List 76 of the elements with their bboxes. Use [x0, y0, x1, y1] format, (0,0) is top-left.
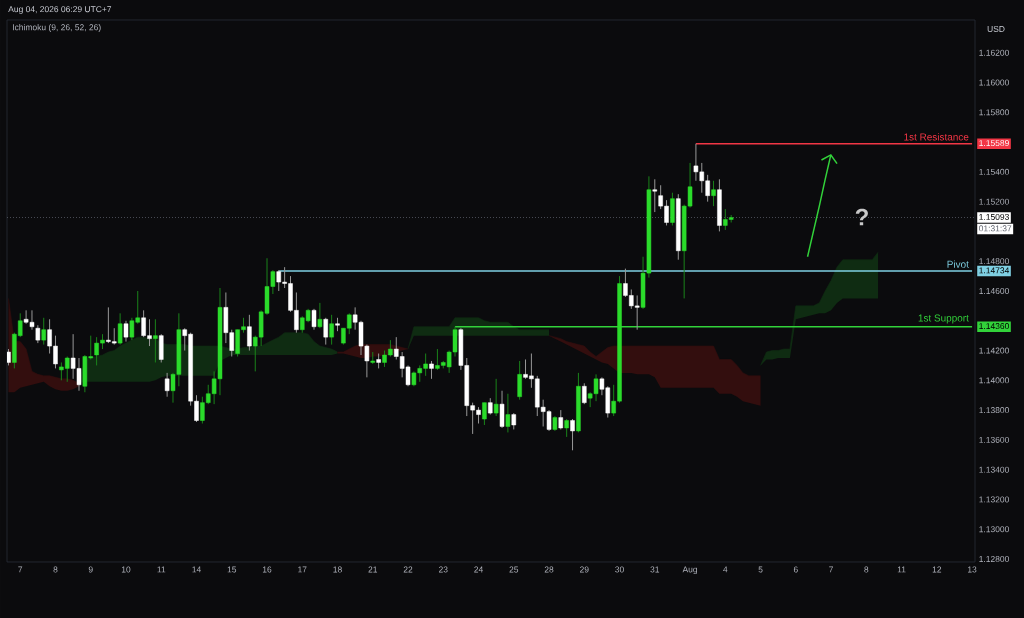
- candlestick: [153, 318, 158, 363]
- x-tick-label: 24: [474, 566, 483, 573]
- x-tick-label: 22: [403, 566, 413, 573]
- series-label: 1st Support: [918, 314, 969, 324]
- y-tick-label: 1.14734: [979, 267, 1010, 274]
- candlestick: [582, 382, 587, 405]
- candlestick: [164, 372, 170, 398]
- text: Aug 04, 2026 06:29 UTC+7: [8, 6, 112, 14]
- candlestick: [505, 393, 511, 433]
- candlestick: [311, 308, 317, 331]
- x-tick-label: 5: [758, 566, 763, 573]
- annotation: Ichimoku (9, 26, 52, 26): [12, 24, 101, 32]
- x-tick-label: 12: [932, 566, 942, 573]
- x-tick-label: 9: [88, 566, 93, 573]
- candlestick: [570, 418, 575, 451]
- candlestick: [670, 192, 675, 226]
- x-tick-label: 6: [793, 566, 798, 573]
- x-tick-label: Aug: [682, 566, 698, 575]
- y-tick-label: 1.13400: [979, 466, 1009, 473]
- y-tick-label: 1.14360: [979, 323, 1009, 330]
- x-tick-label: 28: [544, 566, 554, 573]
- annotation: ?: [855, 208, 868, 226]
- candlestick: [41, 317, 46, 346]
- legend-label: Pivot: [947, 260, 969, 268]
- x-tick-label: 16: [262, 566, 272, 573]
- y-axis-title: USD: [987, 26, 1005, 32]
- candlestick: [652, 178, 658, 213]
- x-tick-label: 31: [650, 566, 660, 573]
- candlestick: [711, 180, 716, 207]
- x-tick-label: 7: [18, 566, 23, 573]
- ref-line-label: 01:31:37: [979, 225, 1012, 232]
- x-tick-label: 15: [227, 566, 237, 573]
- x-tick-label: 21: [368, 566, 378, 573]
- x-tick-label: 11: [157, 566, 166, 573]
- candlestick: [123, 320, 129, 343]
- x-tick-label: 4: [723, 566, 728, 573]
- x-tick-label: 10: [121, 566, 131, 573]
- y-tick-label: 1.13800: [979, 407, 1009, 414]
- x-tick-label: 14: [192, 566, 201, 573]
- candlestick: [323, 317, 329, 346]
- x-tick-label: 17: [298, 566, 307, 573]
- legend-label: 1st Resistance: [904, 133, 969, 141]
- candlestick: [247, 314, 252, 352]
- y-tick-label: 1.16200: [979, 49, 1009, 56]
- y-tick-label: 1.12800: [979, 556, 1009, 562]
- y-tick-label: 1.16000: [979, 79, 1009, 86]
- candlestick: [499, 390, 505, 429]
- x-tick-label: 8: [53, 566, 58, 573]
- y-tick-label: 1.15200: [979, 198, 1009, 205]
- candlestick: [517, 360, 522, 401]
- y-tick-label: 1.14800: [979, 258, 1009, 265]
- candlestick: [329, 314, 334, 346]
- candlestick: [493, 378, 499, 417]
- x-tick-label: 13: [968, 566, 977, 573]
- y-tick-label: 1.14000: [979, 377, 1009, 384]
- x-tick-label: 29: [580, 566, 589, 573]
- y-tick-label: 1.14200: [979, 347, 1009, 354]
- y-tick-label: 1.15800: [979, 109, 1009, 116]
- y-tick-label: 1.13600: [979, 436, 1009, 443]
- x-tick-label: 11: [897, 566, 906, 573]
- candlestick: [117, 312, 123, 346]
- x-tick-label: 7: [829, 566, 833, 573]
- candlestick: [317, 302, 323, 329]
- y-tick-label: 1.13200: [979, 496, 1009, 503]
- y-tick-label: 1.15093: [979, 213, 1009, 220]
- y-tick-label: 1.14600: [979, 287, 1009, 294]
- y-tick-label: 1.13000: [979, 526, 1009, 533]
- y-tick-label: 1.15589: [979, 140, 1009, 147]
- x-tick-label: 8: [864, 566, 869, 573]
- candlestick: [158, 333, 164, 363]
- candlestick: [482, 402, 487, 426]
- x-tick-label: 18: [333, 566, 342, 573]
- x-tick-label: 23: [438, 566, 448, 573]
- x-tick-label: 25: [509, 566, 519, 573]
- y-tick-label: 1.15400: [979, 168, 1009, 175]
- x-tick-label: 30: [615, 566, 624, 573]
